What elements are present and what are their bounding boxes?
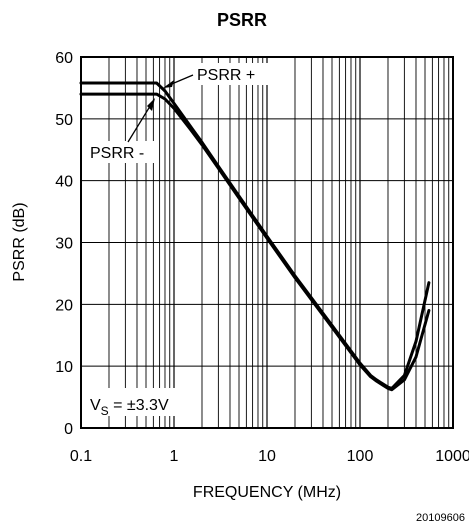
series-layer xyxy=(79,81,431,392)
y-tick-label-0: 0 xyxy=(64,421,73,438)
vs-label-sub: S xyxy=(101,404,109,418)
y-tick-label-1: 10 xyxy=(55,359,73,376)
vs-label-bg xyxy=(86,388,198,416)
psrr-plus-label-bg xyxy=(195,63,271,85)
psrr-minus-label: PSRR - xyxy=(90,145,144,162)
psrr-minus-label-bg xyxy=(88,141,158,163)
y-tick-labels: 0 10 20 30 40 50 60 xyxy=(55,50,73,438)
x-tick-label-3: 100 xyxy=(347,448,374,465)
series-line-psrr-plus xyxy=(79,81,431,390)
y-tick-label-5: 50 xyxy=(55,112,73,129)
y-axis-label: PSRR (dB) xyxy=(11,202,28,281)
x-tick-label-2: 10 xyxy=(258,448,276,465)
y-tick-label-4: 40 xyxy=(55,174,73,191)
vs-label-main: V xyxy=(90,397,101,414)
figure-id: 20109606 xyxy=(416,512,465,524)
y-tick-label-6: 60 xyxy=(55,50,73,67)
grid-lines xyxy=(80,56,453,429)
y-tick-label-3: 30 xyxy=(55,236,73,253)
x-tick-label-0: 0.1 xyxy=(70,448,92,465)
psrr-plus-label: PSRR + xyxy=(197,67,255,84)
plot-frame xyxy=(80,56,454,429)
vs-label-rest: = ±3.3V xyxy=(109,397,169,414)
chart-title: PSRR xyxy=(217,10,267,30)
x-tick-label-4: 1000 xyxy=(435,448,469,465)
series-line-psrr-minus xyxy=(79,92,431,392)
psrr-minus-arrowhead xyxy=(147,98,155,111)
psrr-plus-arrowhead xyxy=(163,80,174,88)
psrr-minus-arrow xyxy=(127,102,153,143)
x-tick-label-1: 1 xyxy=(170,448,179,465)
x-tick-labels: 0.1 1 10 100 1000 xyxy=(70,448,469,465)
y-tick-label-2: 20 xyxy=(55,297,73,314)
x-axis-label: FREQUENCY (MHz) xyxy=(193,484,341,501)
vs-label: VS = ±3.3V xyxy=(90,397,169,418)
